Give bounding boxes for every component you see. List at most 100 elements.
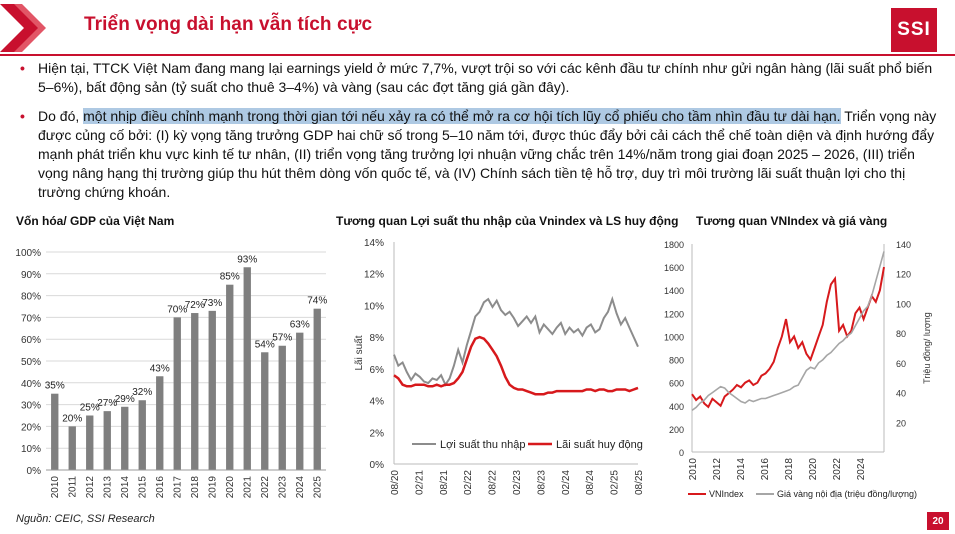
bar	[51, 393, 59, 470]
data-label: 57%	[272, 333, 292, 344]
data-label: 93%	[237, 254, 257, 265]
y2-tick-label: 120	[896, 270, 911, 280]
x-tick-label: 2015	[137, 476, 148, 499]
x-tick-label: 2014	[736, 458, 747, 481]
bullet-item-outlook: Do đó, một nhịp điều chỉnh mạnh trong th…	[16, 107, 946, 202]
y-tick-label: 1000	[664, 332, 684, 342]
chart1-title: Vốn hóa/ GDP của Việt Nam	[16, 214, 175, 228]
y-tick-label: 2%	[370, 428, 385, 439]
y-tick-label: 1200	[664, 309, 684, 319]
y2-tick-label: 140	[896, 240, 911, 250]
x-tick-label: 2022	[832, 458, 843, 481]
bar	[278, 345, 286, 470]
data-label: 35%	[45, 381, 65, 392]
y-tick-label: 90%	[21, 270, 41, 281]
x-tick-label: 02/22	[463, 470, 474, 495]
x-tick-label: 2010	[50, 476, 61, 499]
y2-tick-label: 80	[896, 329, 906, 339]
y-tick-label: 40%	[21, 379, 41, 390]
chart-earnings-yield-vs-deposit-rate: 0% 2% 4% 6% 8% 10% 12% 14% Lãi suất 08/20 02/21 08/…	[353, 238, 645, 495]
bar	[121, 406, 129, 470]
x-tick-label: 2023	[277, 476, 288, 499]
bullet-prefix: Do đó,	[38, 108, 84, 124]
x-tick-label: 2010	[688, 458, 699, 481]
highlighted-text: một nhịp điều chỉnh mạnh trong thời gian…	[83, 108, 841, 124]
page-title: Triển vọng dài hạn vẫn tích cực	[84, 14, 373, 35]
legend-label: Lợi suất thu nhập	[440, 439, 526, 451]
data-label: 32%	[132, 387, 152, 398]
y2-tick-label: 60	[896, 359, 906, 369]
y-axis-title: Lãi suất	[353, 335, 365, 370]
x-tick-label: 2021	[242, 476, 253, 499]
y-tick-label: 100%	[15, 248, 41, 259]
data-label: 70%	[167, 304, 187, 315]
x-tick-label: 2012	[712, 458, 723, 481]
series-line	[691, 266, 885, 409]
x-tick-label: 2024	[856, 458, 867, 481]
x-tick-label: 08/24	[585, 470, 596, 495]
bar	[313, 308, 321, 470]
y-tick-label: 20%	[21, 422, 41, 433]
x-tick-label: 02/21	[414, 470, 425, 495]
x-tick-label: 2012	[85, 476, 96, 499]
x-tick-label: 08/25	[634, 470, 645, 495]
chart3-title: Tương quan VNIndex và giá vàng	[696, 214, 888, 228]
y-tick-label: 10%	[21, 444, 41, 455]
data-label: 74%	[307, 296, 327, 307]
chart-market-cap-gdp: 0% 10% 20% 30% 40% 50% 60% 70% 80% 90% 100% 35% 2010…	[15, 248, 327, 499]
y-tick-label: 1600	[664, 263, 684, 273]
bar	[156, 376, 164, 470]
bar	[243, 267, 251, 470]
y-tick-label: 12%	[364, 270, 384, 281]
page-number: 20	[927, 512, 949, 530]
y-tick-label: 800	[669, 356, 684, 366]
data-label: 85%	[220, 272, 240, 283]
x-tick-label: 2014	[120, 476, 131, 499]
bar	[68, 426, 76, 470]
legend-label: Lãi suất huy động	[556, 439, 643, 451]
x-tick-label: 08/22	[488, 470, 499, 495]
bar	[86, 415, 94, 470]
y-tick-label: 50%	[21, 357, 41, 368]
x-tick-label: 2016	[155, 476, 166, 499]
y2-tick-label: 40	[896, 389, 906, 399]
x-tick-label: 2020	[225, 476, 236, 499]
series-line	[691, 251, 885, 412]
y2-tick-label: 20	[896, 418, 906, 428]
x-tick-label: 2020	[808, 458, 819, 481]
x-tick-label: 2016	[760, 458, 771, 481]
data-label: 29%	[115, 394, 135, 405]
y-tick-label: 0	[679, 448, 684, 458]
y2-axis-title: Triệu đồng/ lượng	[922, 312, 932, 384]
bullet-list: Hiện tại, TTCK Việt Nam đang mang lại ea…	[16, 59, 946, 212]
bar	[226, 284, 234, 470]
bar	[173, 317, 181, 470]
header-divider	[0, 54, 955, 56]
x-tick-label: 08/23	[536, 470, 547, 495]
chart2-title: Tương quan Lợi suất thu nhập của Vnindex…	[336, 214, 679, 228]
y-tick-label: 80%	[21, 292, 41, 303]
bar	[103, 411, 111, 470]
data-label: 63%	[290, 320, 310, 331]
data-label: 72%	[185, 300, 205, 311]
bar	[261, 352, 269, 470]
bar	[191, 313, 199, 470]
y-tick-label: 60%	[21, 335, 41, 346]
bar	[296, 332, 304, 470]
data-label: 20%	[62, 413, 82, 424]
y-tick-label: 0%	[27, 466, 42, 477]
y-tick-label: 4%	[370, 397, 385, 408]
x-tick-label: 2018	[784, 458, 795, 481]
data-label: 54%	[255, 339, 275, 350]
y2-tick-label: 100	[896, 299, 911, 309]
y-tick-label: 6%	[370, 365, 385, 376]
x-tick-label: 2024	[295, 476, 306, 499]
x-tick-label: 08/20	[390, 470, 401, 495]
x-tick-label: 02/25	[610, 470, 621, 495]
red-chevron-decoration	[0, 4, 46, 52]
y-tick-label: 0%	[370, 460, 385, 471]
x-tick-label: 2025	[312, 476, 323, 499]
bullet-item-earnings-yield: Hiện tại, TTCK Việt Nam đang mang lại ea…	[16, 59, 946, 97]
source-note: Nguồn: CEIC, SSI Research	[16, 513, 155, 525]
x-tick-label: 2017	[172, 476, 183, 499]
